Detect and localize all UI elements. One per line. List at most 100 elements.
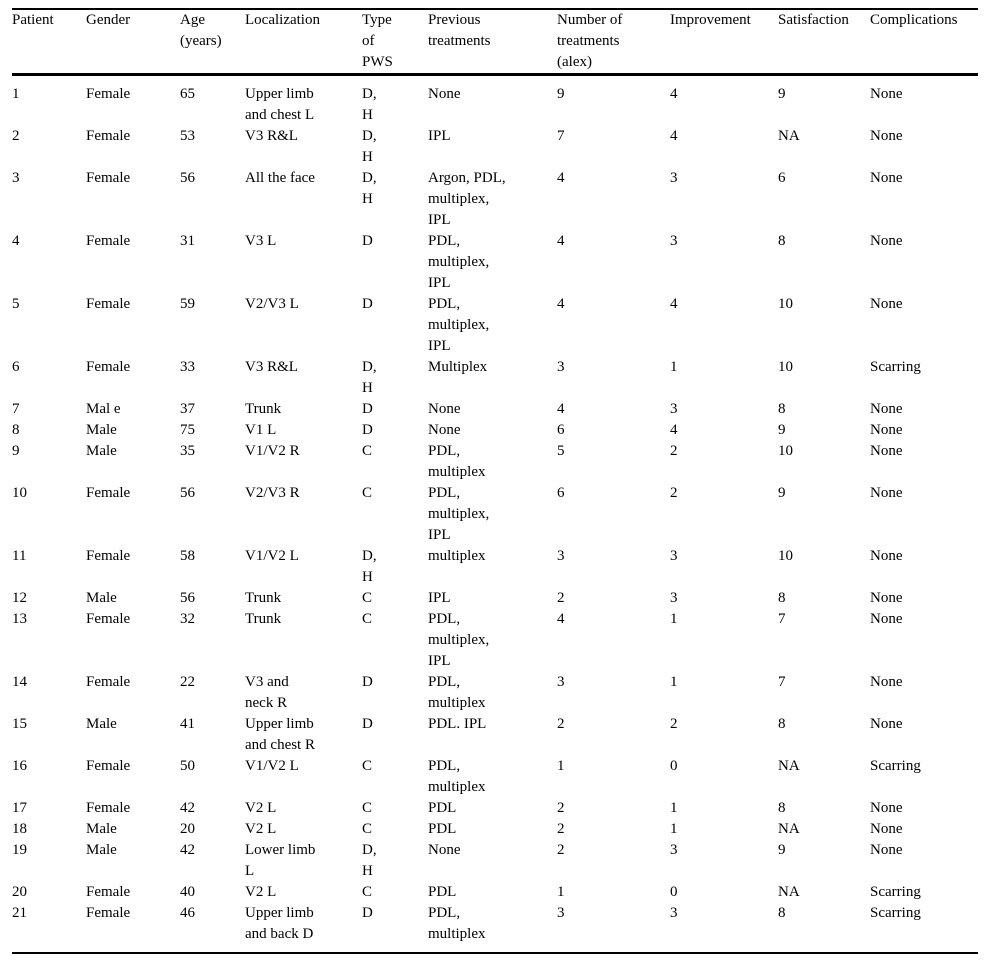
cell-patient: 4 (12, 233, 20, 249)
cell-patient: 7 (12, 401, 20, 417)
cell-gender: Female (86, 296, 131, 312)
cell-patient: 5 (12, 296, 20, 312)
cell-satisfaction: 10 (778, 296, 793, 312)
cell-age: 59 (180, 296, 195, 312)
cell-patient: 12 (12, 590, 27, 606)
cell-age: 22 (180, 674, 195, 690)
cell-localization: V2 L (245, 800, 277, 816)
column-header-improvement: Improvement (670, 9, 778, 76)
cell-improvement: 4 (670, 296, 678, 312)
cell-patient: 11 (12, 548, 27, 564)
table-row: 18 Male 20 V2 L C PDL 2 1 NA None (12, 819, 978, 840)
cell-improvement: 4 (670, 86, 678, 102)
cell-localization: V3 and neck R (245, 674, 289, 711)
table-row: 16 Female 50 V1/V2 L C PDL, multiplex 1 0 NA Scar… (12, 756, 978, 798)
table-row: 21 Female 46 Upper limb and back D D PDL, mul… (12, 903, 978, 953)
cell-gender: Female (86, 884, 131, 900)
cell-number_of_treatments: 5 (557, 443, 565, 459)
cell-type_of_pws: C (362, 884, 373, 900)
cell-improvement: 2 (670, 443, 678, 459)
table-row: 7 Mal e 37 Trunk D None 4 3 8 None (12, 399, 978, 420)
cell-satisfaction: 7 (778, 674, 786, 690)
cell-previous_treatments: PDL (428, 800, 457, 816)
cell-gender: Female (86, 128, 131, 144)
cell-number_of_treatments: 2 (557, 590, 565, 606)
cell-localization: V2/V3 R (245, 485, 300, 501)
cell-number_of_treatments: 6 (557, 422, 565, 438)
cell-satisfaction: 9 (778, 842, 786, 858)
cell-patient: 13 (12, 611, 27, 627)
cell-satisfaction: 8 (778, 905, 786, 921)
cell-gender: Female (86, 905, 131, 921)
cell-patient: 18 (12, 821, 27, 837)
cell-previous_treatments: None (428, 401, 461, 417)
cell-age: 50 (180, 758, 195, 774)
cell-satisfaction: NA (778, 128, 800, 144)
cell-age: 53 (180, 128, 195, 144)
cell-complications: Scarring (870, 905, 921, 921)
cell-previous_treatments: PDL, multiplex (428, 758, 486, 795)
cell-previous_treatments: PDL, multiplex (428, 905, 486, 942)
cell-complications: None (870, 590, 903, 606)
cell-complications: None (870, 674, 903, 690)
cell-complications: Scarring (870, 359, 921, 375)
cell-complications: None (870, 86, 903, 102)
cell-age: 46 (180, 905, 195, 921)
cell-gender: Male (86, 590, 117, 606)
cell-number_of_treatments: 2 (557, 800, 565, 816)
cell-satisfaction: NA (778, 758, 800, 774)
cell-patient: 21 (12, 905, 27, 921)
cell-satisfaction: 10 (778, 443, 793, 459)
cell-localization: V2 L (245, 884, 277, 900)
cell-age: 20 (180, 821, 195, 837)
cell-localization: V1/V2 L (245, 548, 299, 564)
cell-improvement: 3 (670, 590, 678, 606)
cell-number_of_treatments: 4 (557, 233, 565, 249)
cell-improvement: 3 (670, 170, 678, 186)
cell-improvement: 1 (670, 800, 678, 816)
cell-localization: V1/V2 R (245, 443, 300, 459)
cell-number_of_treatments: 7 (557, 128, 565, 144)
column-header-gender: Gender (86, 9, 180, 76)
column-header-complications: Complications (870, 9, 978, 76)
cell-localization: V2/V3 L (245, 296, 299, 312)
cell-complications: None (870, 716, 903, 732)
cell-number_of_treatments: 4 (557, 170, 565, 186)
cell-patient: 16 (12, 758, 27, 774)
cell-gender: Mal e (86, 401, 121, 417)
cell-type_of_pws: D, H (362, 170, 377, 207)
cell-improvement: 2 (670, 716, 678, 732)
cell-number_of_treatments: 4 (557, 611, 565, 627)
cell-number_of_treatments: 6 (557, 485, 565, 501)
cell-previous_treatments: None (428, 422, 461, 438)
cell-complications: None (870, 233, 903, 249)
cell-age: 56 (180, 590, 195, 606)
cell-complications: None (870, 422, 903, 438)
cell-type_of_pws: D (362, 905, 373, 921)
table-row: 4 Female 31 V3 L D PDL, multiplex, IPL 4 3 8 None (12, 231, 978, 294)
cell-age: 56 (180, 170, 195, 186)
cell-type_of_pws: D, H (362, 86, 377, 123)
cell-satisfaction: 8 (778, 401, 786, 417)
cell-complications: None (870, 485, 903, 501)
cell-complications: Scarring (870, 758, 921, 774)
table-row: 12 Male 56 Trunk C IPL 2 3 8 None (12, 588, 978, 609)
cell-number_of_treatments: 2 (557, 716, 565, 732)
table-row: 13 Female 32 Trunk C PDL, multiplex, IPL 4 1 7 No… (12, 609, 978, 672)
cell-type_of_pws: D, H (362, 128, 377, 165)
table-row: 10 Female 56 V2/V3 R C PDL, multiplex, IPL 6 2 9… (12, 483, 978, 546)
cell-satisfaction: 10 (778, 548, 793, 564)
cell-satisfaction: 8 (778, 800, 786, 816)
cell-improvement: 3 (670, 401, 678, 417)
column-header-type-of-pws: Type of PWS (362, 9, 428, 76)
cell-age: 75 (180, 422, 195, 438)
cell-age: 42 (180, 800, 195, 816)
cell-satisfaction: 8 (778, 716, 786, 732)
cell-patient: 3 (12, 170, 20, 186)
cell-previous_treatments: None (428, 86, 461, 102)
cell-number_of_treatments: 1 (557, 884, 565, 900)
cell-complications: None (870, 548, 903, 564)
cell-gender: Female (86, 800, 131, 816)
cell-gender: Female (86, 233, 131, 249)
table-row: 17 Female 42 V2 L C PDL 2 1 8 None (12, 798, 978, 819)
